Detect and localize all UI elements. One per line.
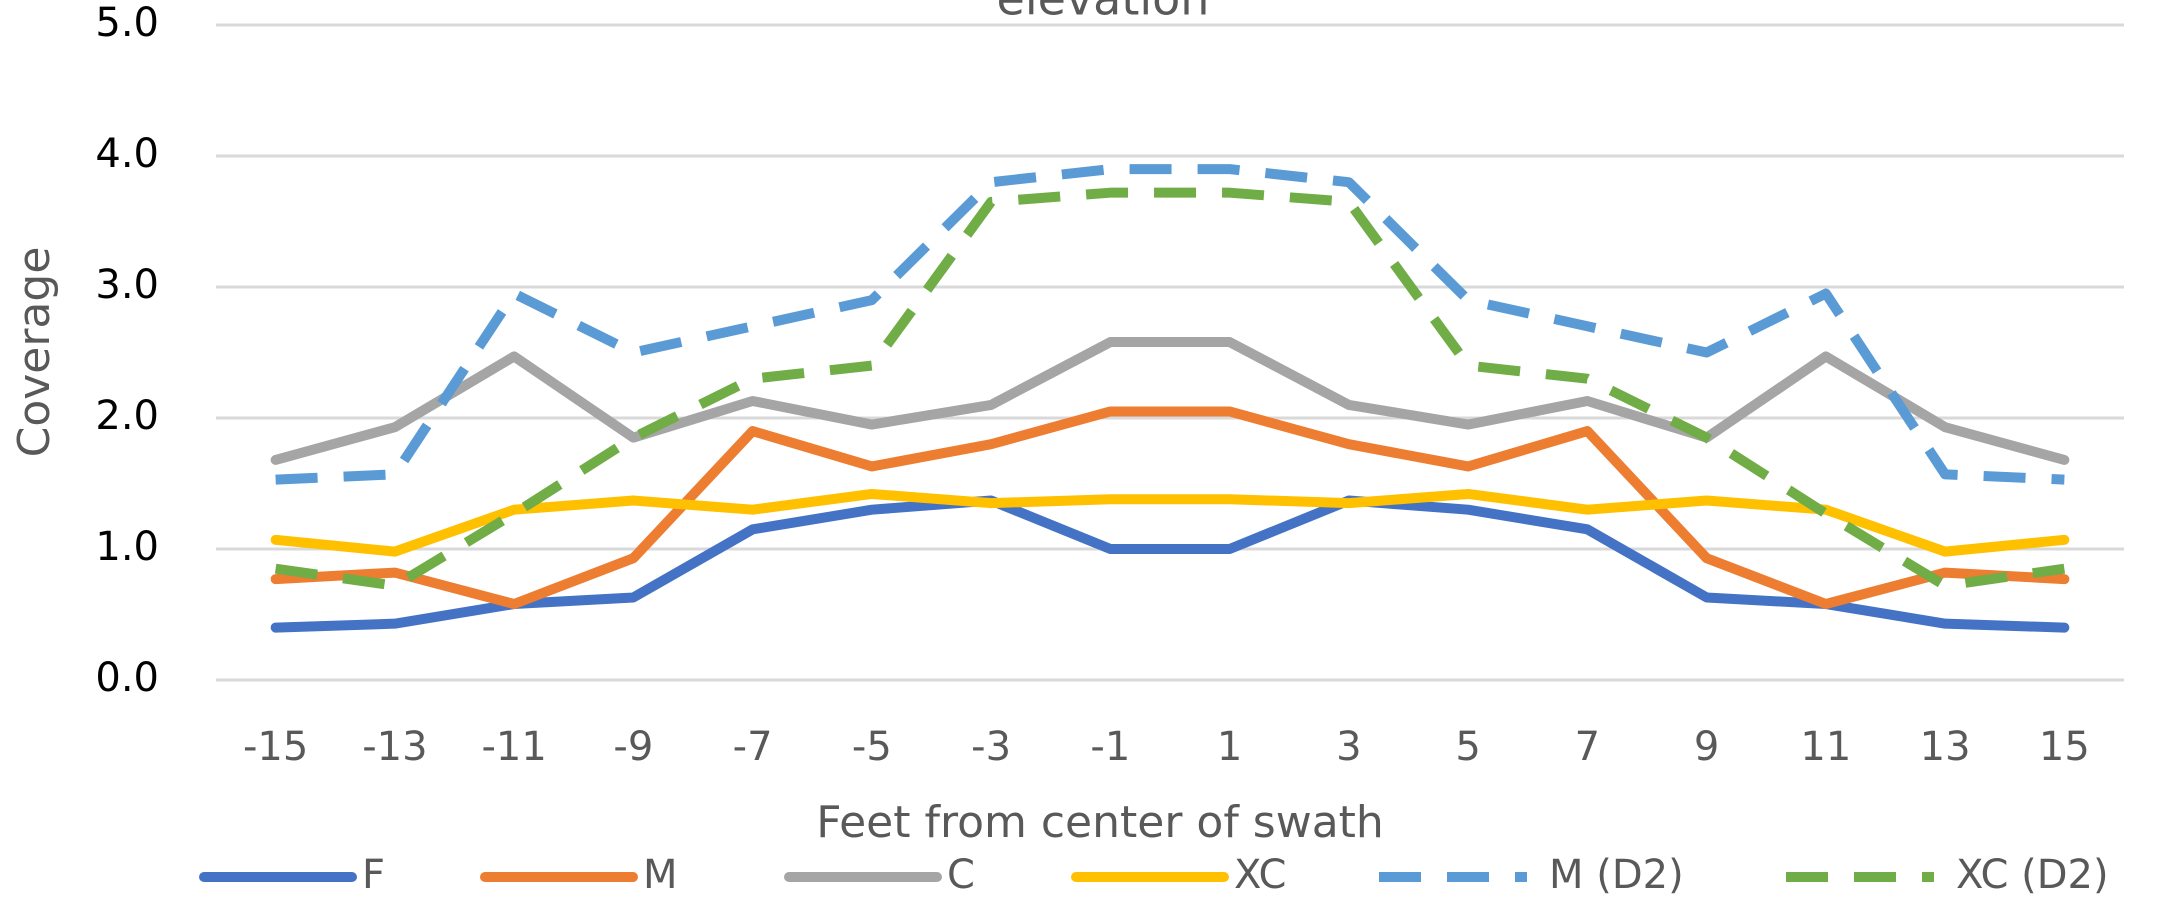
y-tick-label: 4.0 — [95, 131, 159, 177]
x-tick-label: 15 — [2039, 724, 2090, 770]
data-line — [274, 187, 2066, 591]
chart-title: elevation — [997, 0, 1210, 26]
x-tick-label: 13 — [1920, 724, 1971, 770]
x-tick-label: 7 — [1575, 724, 1600, 770]
y-tick-label: 0.0 — [95, 655, 159, 701]
legend-label: M (D2) — [1549, 852, 1684, 898]
x-tick-label: -13 — [362, 724, 427, 770]
x-tick-label: -15 — [243, 724, 308, 770]
legend-label: M — [643, 852, 678, 898]
y-tick-label: 2.0 — [95, 393, 159, 439]
data-line — [270, 406, 2070, 610]
y-tick-label: 1.0 — [95, 524, 159, 570]
data-line — [270, 488, 2070, 557]
x-tick-label: 1 — [1217, 724, 1242, 770]
data-line — [275, 164, 2065, 485]
x-axis-title: Feet from center of swath — [816, 797, 1384, 848]
x-tick-label: -5 — [852, 724, 892, 770]
x-tick-label: 5 — [1455, 724, 1480, 770]
legend-label: F — [362, 852, 385, 898]
data-line — [270, 337, 2070, 465]
legend-label: XC (D2) — [1956, 852, 2109, 898]
legend-label: C — [947, 852, 975, 898]
x-tick-label: -1 — [1090, 724, 1130, 770]
x-tick-label: 3 — [1336, 724, 1361, 770]
x-tick-label: -9 — [613, 724, 653, 770]
data-line — [270, 495, 2070, 633]
x-tick-label: -7 — [733, 724, 773, 770]
y-axis-title: Coverage — [9, 247, 60, 458]
x-tick-label: 11 — [1800, 724, 1851, 770]
legend-label: XC — [1234, 852, 1286, 898]
y-tick-label: 3.0 — [95, 262, 159, 308]
x-tick-label: -11 — [481, 724, 546, 770]
x-tick-label: -3 — [971, 724, 1011, 770]
x-tick-label: 9 — [1694, 724, 1719, 770]
y-tick-label: 5.0 — [95, 0, 159, 46]
